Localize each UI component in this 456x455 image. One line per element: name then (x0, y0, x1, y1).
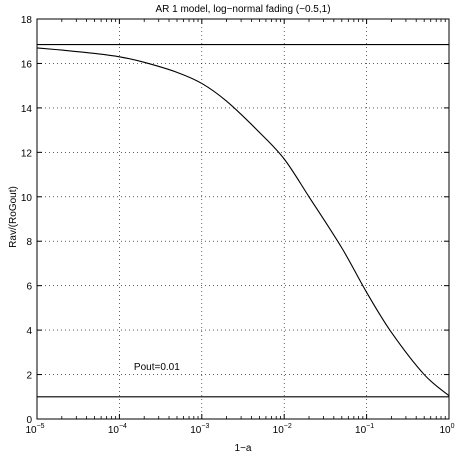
x-tick-base: 10 (25, 425, 37, 436)
x-tick-exponent: −3 (201, 423, 209, 430)
y-tick-labels: 0 2 4 6 8 10 12 14 16 18 (21, 15, 33, 426)
x-tick-label: 100 (439, 423, 454, 436)
x-tick-exponent: −2 (284, 423, 292, 430)
axis-ticks (36, 18, 450, 420)
y-tick-label: 8 (26, 237, 32, 248)
y-tick-label: 0 (26, 415, 32, 426)
x-tick-label: 10−3 (190, 423, 209, 436)
x-axis-label: 1−a (235, 443, 252, 454)
x-tick-exponent: −1 (366, 423, 374, 430)
plot-frame (36, 18, 450, 420)
y-tick-label: 10 (21, 193, 33, 204)
x-tick-base: 10 (273, 425, 285, 436)
x-tick-exponent: −5 (37, 423, 45, 430)
chart-title: AR 1 model, log−normal fading (−0.5,1) (155, 4, 330, 15)
y-tick-label: 6 (26, 282, 32, 293)
annotation-label: Pout=0.01 (134, 362, 180, 373)
x-tick-label: 10−2 (273, 423, 292, 436)
x-tick-base: 10 (355, 425, 367, 436)
x-tick-base: 10 (108, 425, 120, 436)
y-tick-label: 16 (21, 59, 33, 70)
x-tick-label: 10−5 (25, 423, 44, 436)
x-tick-label: 10−4 (108, 423, 127, 436)
x-tick-base: 10 (190, 425, 202, 436)
y-axis-label: Rav/(RoGout) (8, 186, 19, 248)
y-tick-label: 2 (26, 371, 32, 382)
x-tick-exponent: −4 (119, 423, 127, 430)
y-tick-label: 18 (21, 15, 33, 26)
y-tick-label: 4 (26, 326, 32, 337)
x-tick-labels: 10−5 10−4 10−3 10−2 10−1 100 (25, 423, 454, 436)
series-curve (36, 47, 450, 397)
x-tick-base: 10 (439, 425, 451, 436)
y-tick-label: 14 (21, 104, 33, 115)
grid-lines (37, 19, 449, 419)
y-tick-label: 12 (21, 148, 33, 159)
x-tick-exponent: 0 (451, 423, 455, 430)
series-group (36, 44, 450, 398)
annotations: Pout=0.01 (134, 362, 180, 373)
x-tick-label: 10−1 (355, 423, 374, 436)
